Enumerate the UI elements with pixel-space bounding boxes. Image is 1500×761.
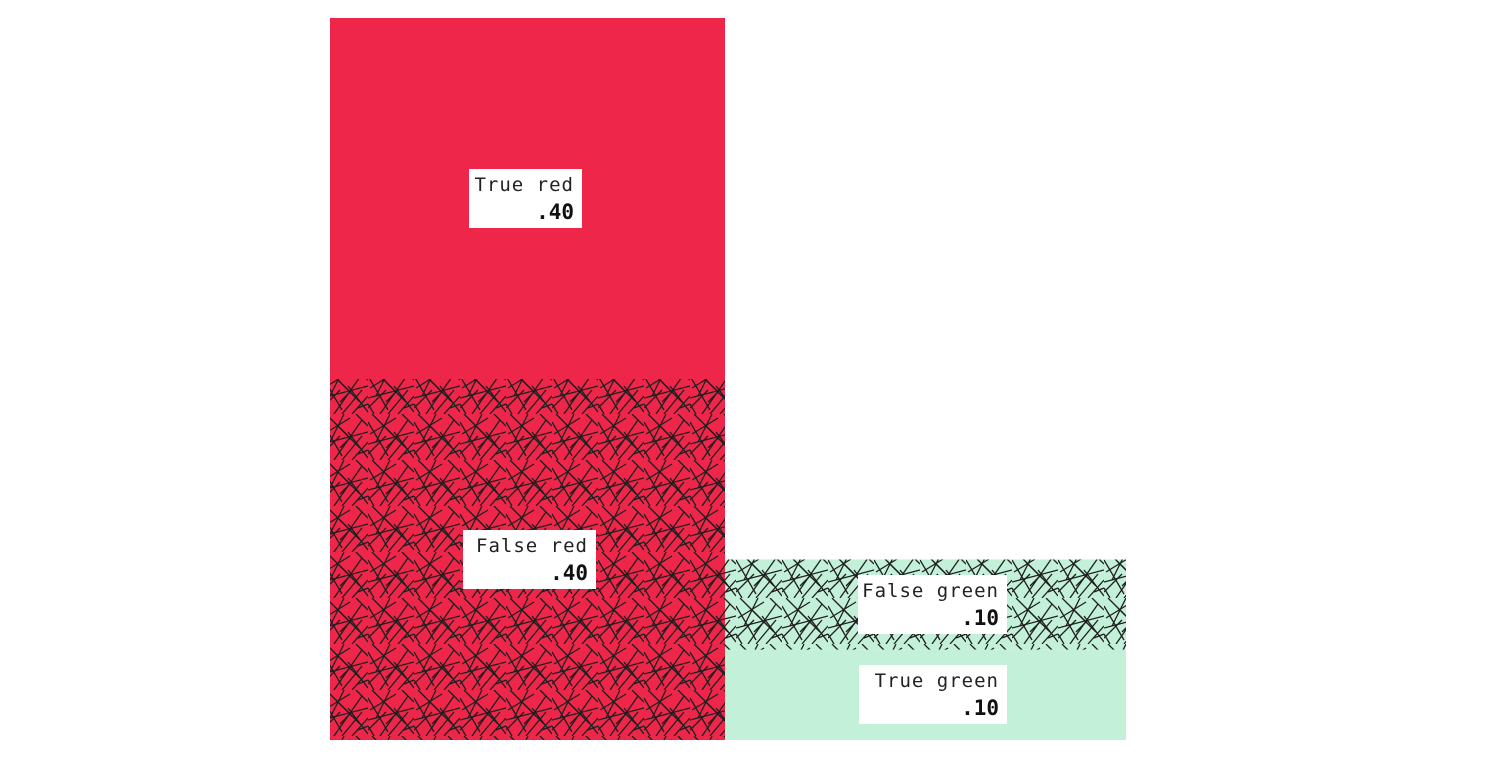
true-red-label: True red .40 <box>469 169 582 228</box>
false-green-label: False green .10 <box>858 575 1007 634</box>
false-green-label-value: .10 <box>961 606 999 630</box>
true-green-label-value: .10 <box>961 696 999 720</box>
true-red-label-name: True red <box>474 174 574 196</box>
false-red-label-value: .40 <box>550 561 588 585</box>
true-green-label-bg <box>859 665 1007 724</box>
true-green-label-name: True green <box>875 670 999 692</box>
false-green-label-name: False green <box>862 580 999 602</box>
true-red-label-bg <box>469 169 582 228</box>
false-red-label: False red .40 <box>463 530 596 589</box>
true-red-label-value: .40 <box>536 200 574 224</box>
false-red-label-bg <box>463 530 596 589</box>
false-red-label-name: False red <box>476 535 588 557</box>
true-green-label: True green .10 <box>859 665 1007 724</box>
false-green-label-bg <box>858 575 1007 634</box>
